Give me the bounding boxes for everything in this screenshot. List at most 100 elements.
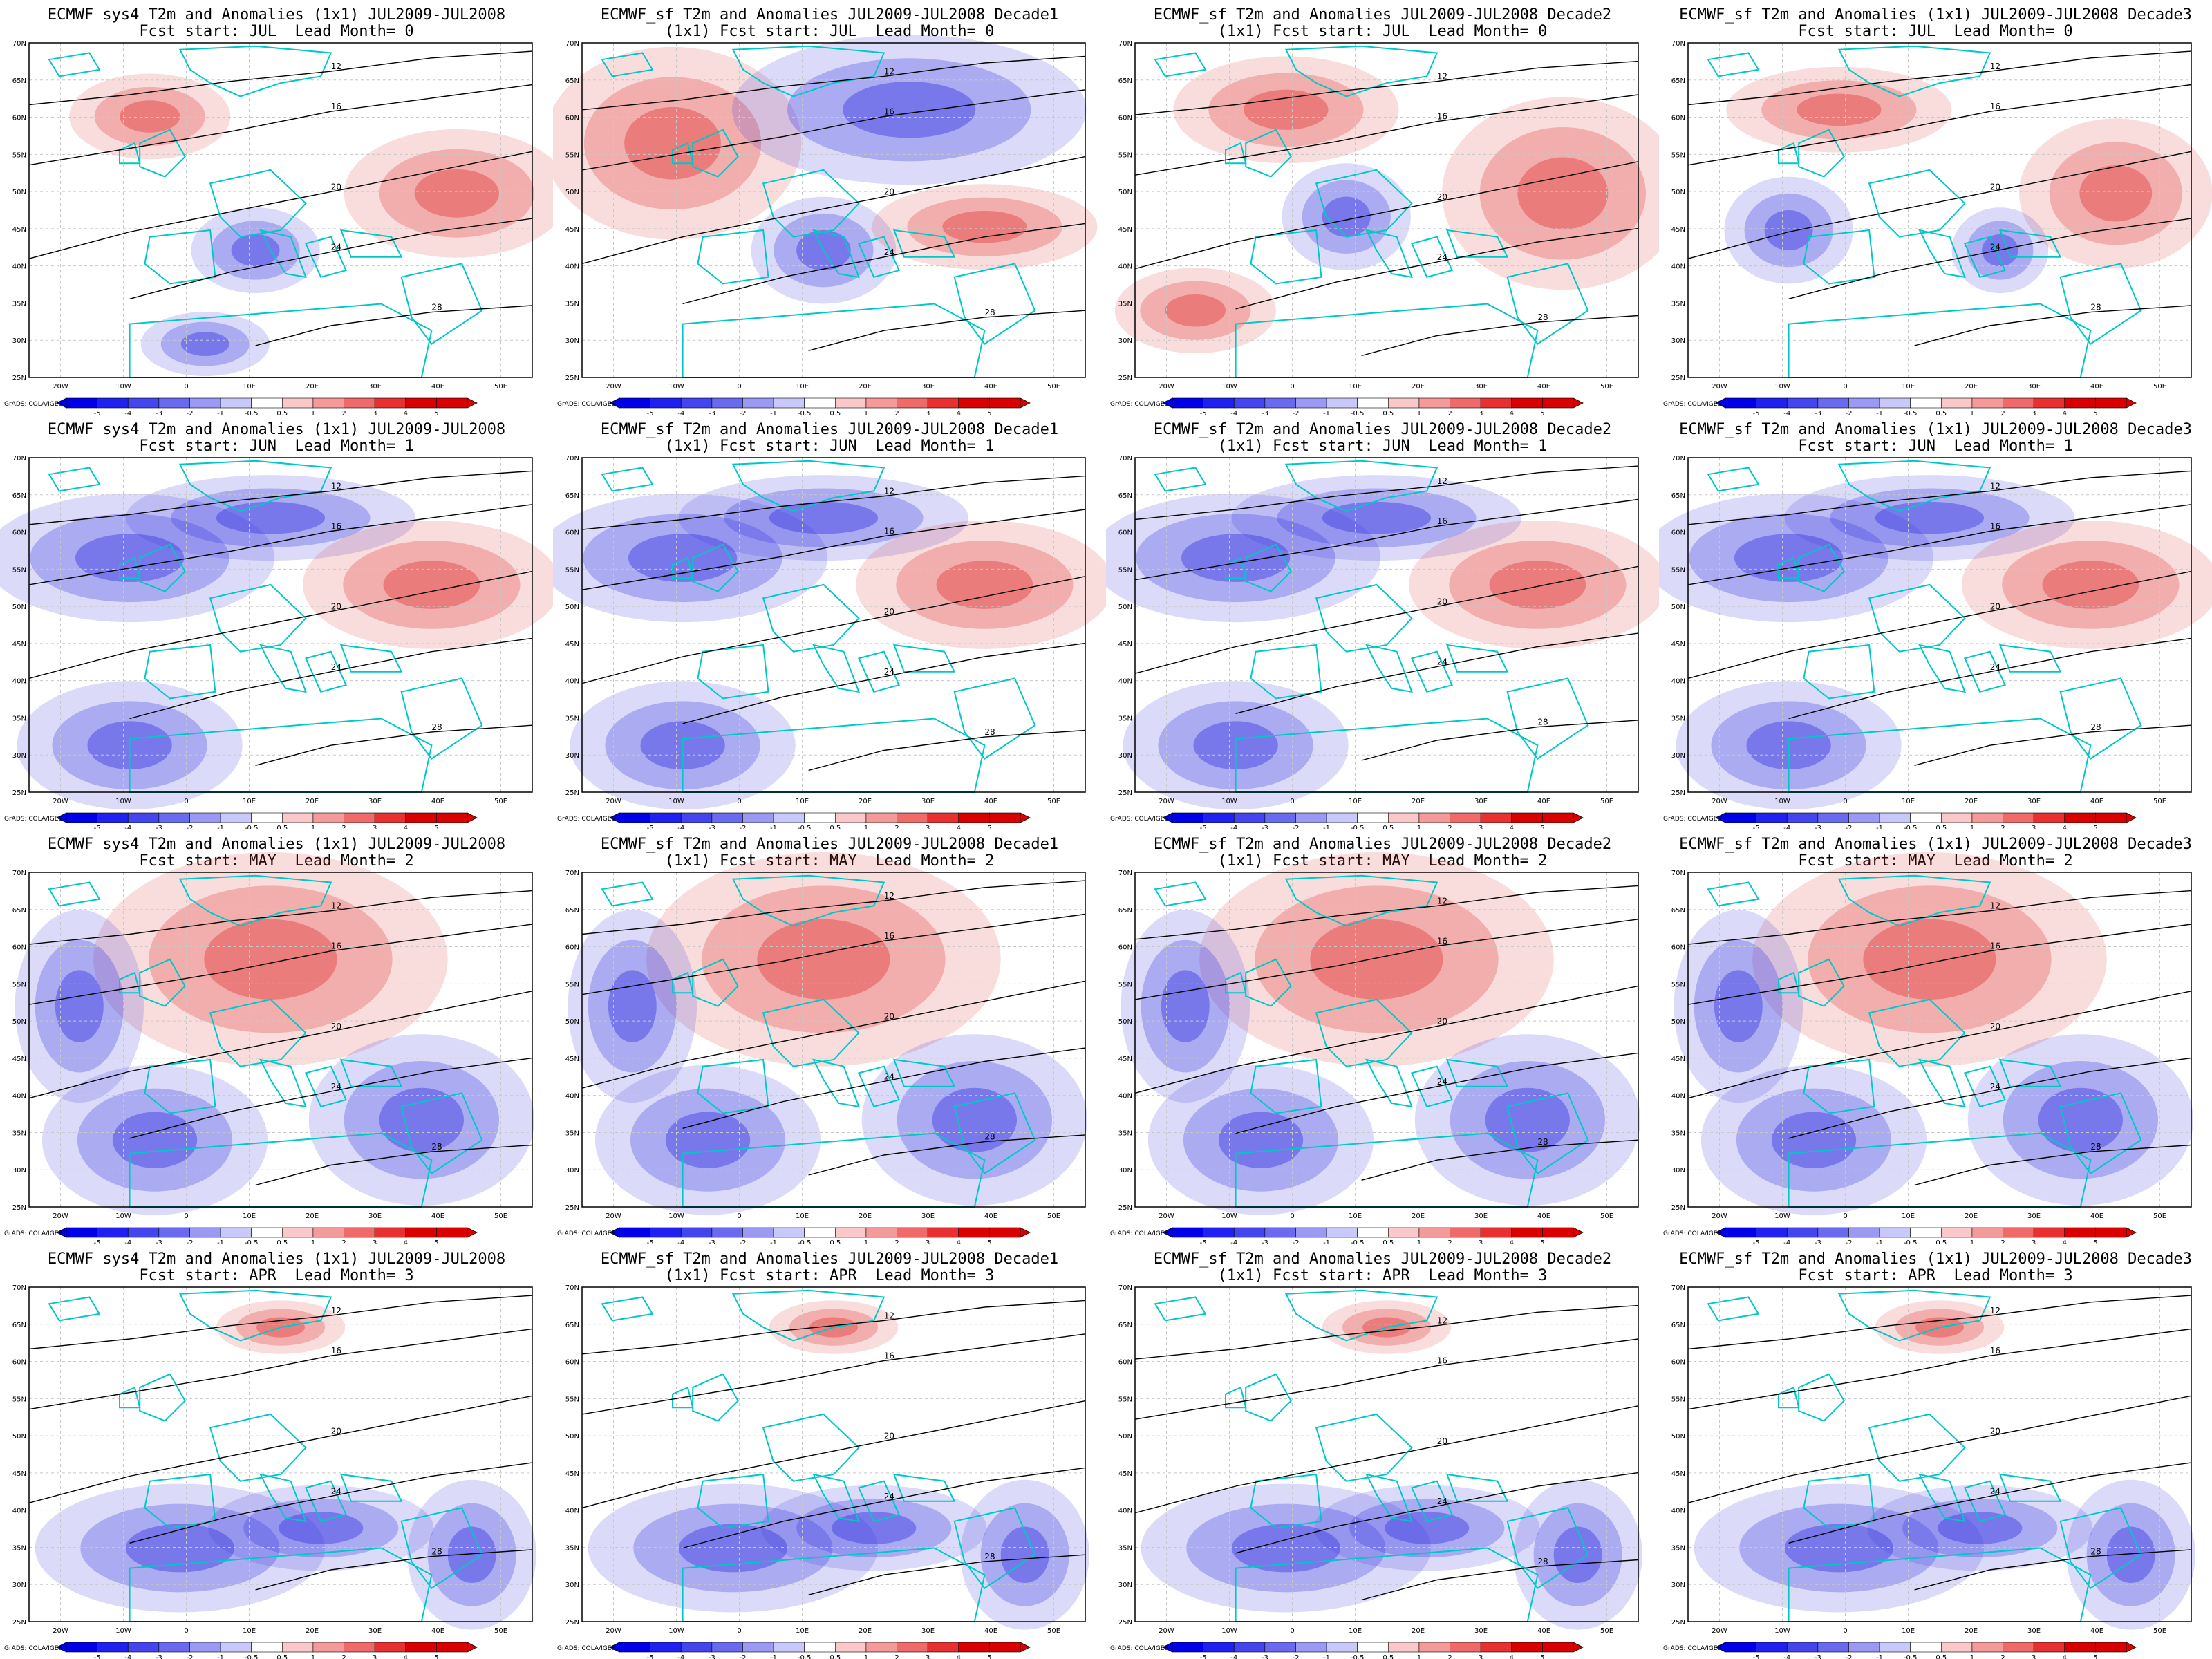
contour-label: 16 xyxy=(1437,936,1447,946)
longitude-label: 10E xyxy=(243,798,256,805)
cold-anomaly-area xyxy=(308,1034,534,1206)
cold-anomaly-area xyxy=(1414,1034,1640,1206)
colorbar-max-arrow xyxy=(467,1642,478,1653)
colorbar-label: 4 xyxy=(404,1654,408,1659)
colorbar-label: -0.5 xyxy=(245,1654,259,1659)
colorbar-segment xyxy=(312,1227,344,1238)
coastline xyxy=(1411,1480,1453,1522)
latitude-label: 60N xyxy=(565,944,579,952)
longitude-label: 40E xyxy=(431,383,444,391)
coastline xyxy=(1778,556,1800,579)
panel-title-line2: (1x1) Fcst start: JUN Lead Month= 1 xyxy=(1217,438,1548,455)
longitude-label: 10W xyxy=(668,1627,684,1635)
coastline xyxy=(144,1473,216,1529)
colorbar-label: 0.5 xyxy=(830,410,841,415)
temperature-contour xyxy=(581,1300,1086,1355)
colorbar-segment xyxy=(66,397,97,409)
colorbar-segment xyxy=(374,1227,406,1238)
colorbar-segment xyxy=(97,812,129,823)
latitude-label: 40N xyxy=(1671,678,1685,686)
colorbar-label: -1 xyxy=(770,1654,777,1659)
colorbar-segment xyxy=(650,812,682,823)
coastline xyxy=(672,1386,694,1409)
longitude-label: 20W xyxy=(53,383,68,391)
colorbar-segment xyxy=(989,812,1021,823)
colorbar-label: 5 xyxy=(987,825,991,830)
latitude-label: 55N xyxy=(1118,566,1132,574)
colorbar-label: -2 xyxy=(1845,1239,1852,1244)
cold-anomaly-area xyxy=(1181,534,1291,583)
colorbar-label: 0.5 xyxy=(1936,1239,1947,1244)
colorbar-label: 0.5 xyxy=(1382,410,1394,415)
contour-label: 12 xyxy=(331,62,341,71)
coastline xyxy=(1998,1473,2062,1502)
colorbar-segment xyxy=(804,1227,836,1238)
colorbar-label: -2 xyxy=(1292,410,1299,415)
colorbar-segment xyxy=(1264,1642,1296,1653)
colorbar-segment xyxy=(1418,1227,1450,1238)
coastline xyxy=(1964,236,2006,278)
warm-anomaly-area xyxy=(414,169,499,218)
colorbar-label: -0.5 xyxy=(798,1654,812,1659)
grads-credit: GrADS: COLA/IGES xyxy=(1110,401,1169,408)
map-frame xyxy=(28,457,533,793)
colorbar-segment xyxy=(1295,812,1327,823)
colorbar-label: 1 xyxy=(311,1239,315,1244)
temperature-contour xyxy=(28,151,533,259)
cold-anomaly-area xyxy=(787,58,1031,162)
colorbar-segment xyxy=(1511,1227,1543,1238)
cold-anomaly-area xyxy=(1736,1088,1892,1192)
map-background xyxy=(582,1287,1085,1622)
latitude-label: 65N xyxy=(565,907,579,915)
contour-label: 24 xyxy=(331,243,341,252)
panel-title-line2: (1x1) Fcst start: APR Lead Month= 3 xyxy=(1217,1267,1548,1284)
contour-label: 28 xyxy=(431,1142,442,1152)
longitude-label: 0 xyxy=(184,383,188,391)
colorbar-segment xyxy=(2003,1227,2034,1238)
colorbar-segment xyxy=(711,397,743,409)
warm-anomaly-area xyxy=(204,919,337,1000)
colorbar-label: 0.5 xyxy=(276,1654,288,1659)
cold-anomaly-area xyxy=(1450,1060,1605,1179)
coastline xyxy=(1250,644,1322,700)
longitude-label: 10W xyxy=(115,798,131,805)
latitude-label: 50N xyxy=(565,189,579,196)
temperature-contour xyxy=(581,1333,1086,1415)
temperature-contour xyxy=(28,50,533,106)
colorbar-segment xyxy=(97,397,129,409)
map-background xyxy=(29,1287,532,1622)
colorbar-segment xyxy=(958,1227,990,1238)
coastline xyxy=(305,1065,347,1107)
colorbar-segment xyxy=(1418,812,1450,823)
warm-anomaly-area xyxy=(303,521,553,649)
cold-anomaly-area xyxy=(1724,176,1853,284)
coastline xyxy=(400,263,483,345)
colorbar-label: -2 xyxy=(186,1654,193,1659)
coastline xyxy=(1445,644,1509,673)
colorbar-label: -5 xyxy=(1200,1239,1207,1244)
coastline xyxy=(129,718,433,793)
coastline xyxy=(1154,467,1207,492)
latitude-label: 35N xyxy=(565,300,579,308)
temperature-contour xyxy=(682,1467,1086,1549)
cold-anomaly-area xyxy=(761,1485,987,1571)
colorbar-label: 3 xyxy=(1479,1654,1483,1659)
cold-anomaly-area xyxy=(932,1087,1017,1152)
colorbar-label: 4 xyxy=(957,825,961,830)
temperature-contour xyxy=(1235,1052,1639,1134)
map-canvas: 121620242870N65N60N55N50N45N40N35N30N25N… xyxy=(553,35,1098,415)
colorbar-segment xyxy=(374,397,406,409)
colorbar-segment xyxy=(897,1227,928,1238)
coastline xyxy=(953,1507,1036,1589)
coastline xyxy=(1788,1547,2092,1622)
latitude-label: 35N xyxy=(1118,715,1132,722)
colorbar-label: 3 xyxy=(2032,1654,2036,1659)
colorbar-segment xyxy=(1971,812,2003,823)
colorbar-max-arrow xyxy=(1020,397,1031,409)
longitude-label: 10W xyxy=(1221,383,1237,391)
coastline xyxy=(1411,1065,1453,1107)
contour-label: 28 xyxy=(2090,1547,2101,1557)
contour-label: 24 xyxy=(1990,662,2000,672)
colorbar-segment xyxy=(619,1227,650,1238)
latitude-label: 25N xyxy=(1671,1619,1685,1627)
